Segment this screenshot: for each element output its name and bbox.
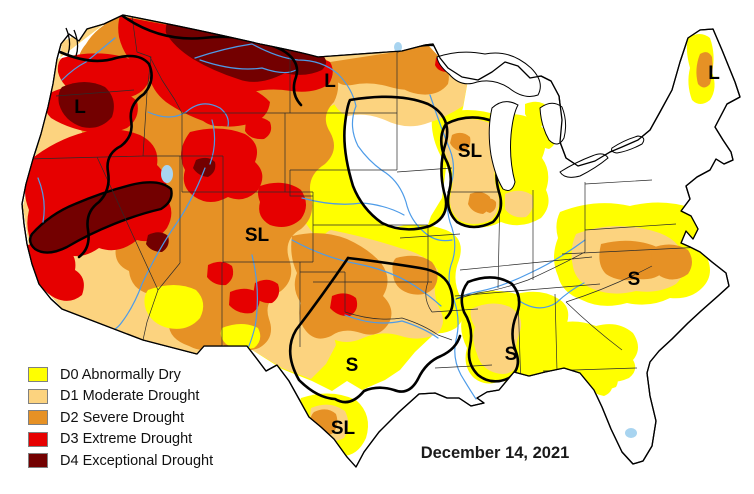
legend-label: D2 Severe Drought: [60, 409, 185, 426]
drought-region-d0: [590, 378, 613, 396]
drought-region-d3: [330, 293, 358, 317]
drought-region-d1: [470, 303, 522, 374]
impact-label: SL: [331, 418, 356, 439]
impact-area-outline: [58, 50, 153, 259]
drought-region-d4: [58, 82, 114, 128]
drought-region-d4: [146, 232, 169, 252]
drought-region-d2: [481, 198, 497, 213]
legend-label: D0 Abnormally Dry: [60, 366, 181, 383]
lake-michigan: [488, 101, 519, 191]
legend-item-d4: D4 Exceptional Drought: [28, 450, 213, 472]
legend-item-d2: D2 Severe Drought: [28, 407, 213, 429]
great-salt-lake: [161, 165, 173, 183]
drought-region-d3: [27, 241, 84, 301]
impact-area-outline: [343, 95, 449, 231]
legend-swatch-d2: [28, 410, 48, 426]
map-date: December 14, 2021: [420, 444, 570, 462]
drought-region-d3: [253, 279, 280, 304]
legend-swatch-d0: [28, 367, 48, 383]
impact-label: L: [74, 97, 86, 118]
legend-label: D1 Moderate Drought: [60, 388, 200, 405]
drought-region-d3: [149, 62, 270, 127]
legend-label: D4 Exceptional Drought: [60, 452, 214, 469]
drought-region-d1: [505, 190, 534, 218]
drought-region-d0: [544, 321, 638, 382]
legend-label: D3 Extreme Drought: [60, 431, 193, 448]
legend-swatch-d1: [28, 388, 48, 404]
drought-region-d2: [599, 240, 668, 281]
impact-label: SL: [245, 225, 270, 246]
drought-region-d0: [144, 285, 204, 329]
drought-region-d3: [207, 261, 234, 286]
drought-region-d3: [245, 117, 272, 140]
drought-region-d2: [450, 132, 471, 152]
drought-region-d2: [651, 244, 692, 280]
drought-region-d4: [193, 157, 216, 177]
impact-area-outline: [288, 256, 462, 404]
drought-region-d4: [165, 20, 327, 82]
lake-huron: [539, 102, 567, 145]
impact-label: S: [628, 269, 641, 290]
lake-of-the-woods: [394, 42, 402, 52]
legend-item-d0: D0 Abnormally Dry: [28, 364, 213, 386]
drought-region-d3: [181, 128, 263, 202]
drought-region-d4: [28, 181, 173, 254]
impact-labels: L L SL L SL S SL S S: [74, 63, 720, 439]
drought-region-d2: [390, 51, 449, 95]
impact-label: S: [346, 355, 359, 376]
coastline: [21, 14, 741, 468]
legend-item-d1: D1 Moderate Drought: [28, 386, 213, 408]
impact-label: L: [324, 71, 336, 92]
state-borders: [26, 15, 705, 390]
legend-swatch-d4: [28, 453, 48, 469]
drought-region-d3: [258, 182, 306, 227]
impact-label: S: [505, 344, 518, 365]
drought-layers: [23, 15, 715, 456]
drought-region-d2: [696, 52, 713, 88]
legend-swatch-d3: [28, 431, 48, 447]
impact-label: L: [708, 63, 720, 84]
drought-region-d3: [229, 288, 260, 314]
legend-item-d3: D3 Extreme Drought: [28, 429, 213, 451]
impact-area-outline: [346, 256, 454, 320]
lake-okeechobee: [625, 428, 637, 438]
impact-label: SL: [458, 141, 483, 162]
rivers: [37, 37, 657, 400]
drought-legend: D0 Abnormally Dry D1 Moderate Drought D2 S…: [28, 364, 213, 472]
